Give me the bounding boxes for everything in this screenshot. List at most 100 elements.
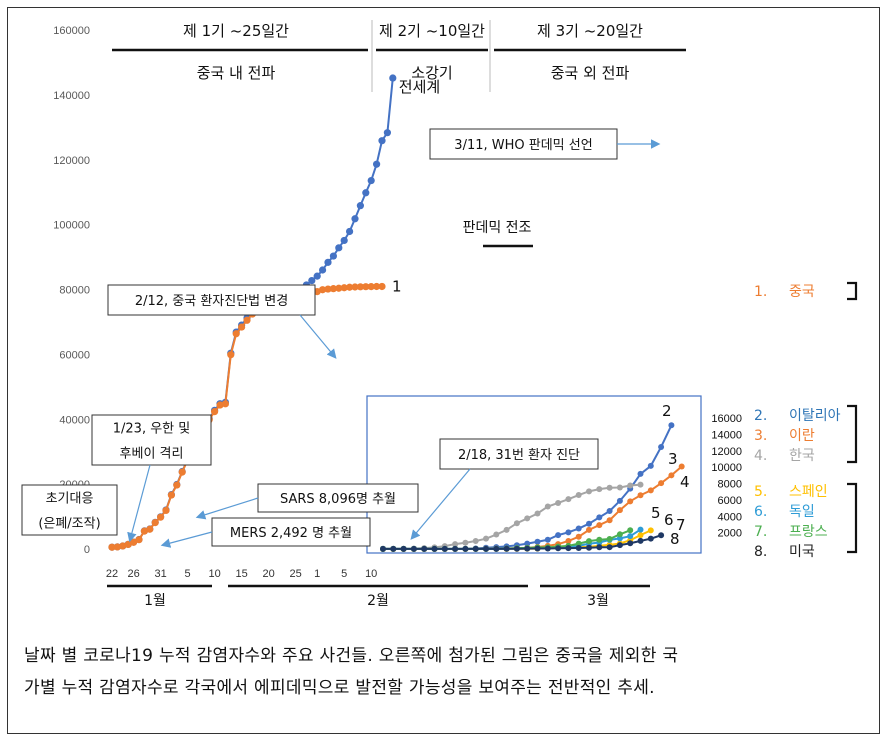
figure-caption: 날짜 별 코로나19 누적 감염자수와 주요 사건들. 오른쪽에 첨가된 그림은… xyxy=(24,640,864,704)
data-point xyxy=(627,527,634,534)
data-point xyxy=(162,506,170,515)
data-point xyxy=(400,545,407,552)
series-label: 4 xyxy=(680,473,690,491)
inset-ytick-label: 10000 xyxy=(711,462,742,474)
month-label: 2월 xyxy=(367,593,389,609)
annotation-patient31-text: 2/18, 31번 환자 진단 xyxy=(458,448,580,463)
data-point xyxy=(606,484,613,491)
data-point xyxy=(637,492,644,499)
annotation-wuhan xyxy=(91,414,212,466)
data-point xyxy=(140,527,148,535)
data-point xyxy=(565,496,572,503)
data-point xyxy=(627,482,634,489)
annotation-mers-text: MERS 2,492 명 추월 xyxy=(230,526,352,541)
data-point xyxy=(421,545,428,552)
annotation-sars-text: SARS 8,096명 추월 xyxy=(280,492,396,507)
data-point xyxy=(173,481,181,489)
data-point xyxy=(668,422,675,429)
data-point xyxy=(367,283,375,291)
caption-line-1: 날짜 별 코로나19 누적 감염자수와 주요 사건들. 오른쪽에 첨가된 그림은… xyxy=(24,646,679,666)
data-point xyxy=(472,538,479,545)
legend-bracket-group2 xyxy=(847,482,858,554)
phase-label: 제 1기 ~25일간 xyxy=(183,22,289,40)
ytick-label: 0 xyxy=(84,544,90,556)
annotation-patient31 xyxy=(439,438,599,470)
data-point xyxy=(227,351,235,359)
inset-ytick-label: 14000 xyxy=(711,429,742,441)
legend-number: 7. xyxy=(754,524,767,540)
annotation-early-response-text: (은폐/조작) xyxy=(38,517,100,532)
data-point xyxy=(493,531,500,538)
data-point xyxy=(637,481,644,488)
data-point xyxy=(658,532,665,539)
phase-label: 제 3기 ~20일간 xyxy=(537,22,643,40)
data-point xyxy=(346,227,354,236)
data-point xyxy=(178,468,186,476)
inset-ytick-label: 12000 xyxy=(711,446,742,458)
data-point xyxy=(637,526,644,533)
data-point xyxy=(616,531,623,538)
xtick-label: 1 xyxy=(314,568,320,580)
data-point xyxy=(555,532,562,539)
pandemic-omen-label: 판데믹 전조 xyxy=(463,220,532,236)
covid-chart: 0200004000060000800001000001200001400001… xyxy=(21,20,858,609)
legend-number: 8. xyxy=(754,544,767,560)
data-point xyxy=(367,176,375,185)
data-point xyxy=(308,276,316,285)
legend-bracket-group1 xyxy=(847,404,858,464)
xtick-label: 22 xyxy=(106,568,118,580)
xtick-label: 5 xyxy=(341,568,347,580)
data-point xyxy=(329,285,337,293)
data-point xyxy=(596,514,603,521)
data-point xyxy=(340,284,348,292)
data-point xyxy=(216,401,224,409)
data-point xyxy=(678,463,685,470)
legend-name: 이탈리아 xyxy=(789,408,841,424)
ytick-label: 80000 xyxy=(59,285,90,297)
data-point xyxy=(346,283,354,291)
data-point xyxy=(356,283,364,291)
data-point xyxy=(232,330,240,338)
data-point xyxy=(378,282,386,291)
ytick-label: 40000 xyxy=(59,414,90,426)
data-point xyxy=(441,545,448,552)
data-point xyxy=(586,520,592,527)
annotation-who-text: 3/11, WHO 판데믹 선언 xyxy=(454,138,592,153)
data-point xyxy=(575,533,582,540)
inset-ytick-label: 4000 xyxy=(718,511,742,523)
data-point xyxy=(151,518,159,527)
data-point xyxy=(378,137,386,145)
data-point xyxy=(647,462,654,469)
data-point xyxy=(362,283,370,291)
annotation-early-response xyxy=(21,484,118,536)
data-point xyxy=(362,189,370,197)
ytick-label: 160000 xyxy=(53,25,90,37)
data-point xyxy=(596,522,603,529)
annotation-arrow xyxy=(195,497,259,520)
inset-ytick-label: 6000 xyxy=(718,495,742,507)
data-point xyxy=(167,491,175,499)
data-point xyxy=(329,252,337,260)
annotation-arrow xyxy=(127,464,151,543)
data-point xyxy=(658,480,665,487)
data-point xyxy=(616,542,623,549)
data-point xyxy=(637,537,644,544)
xtick-label: 10 xyxy=(365,568,377,580)
data-point xyxy=(319,286,327,294)
data-point xyxy=(462,545,469,552)
data-point xyxy=(647,535,654,542)
data-point xyxy=(616,507,623,514)
annotation-china-change-text: 2/12, 중국 환자진단법 변경 xyxy=(135,294,288,309)
inset-ytick-label: 16000 xyxy=(711,413,742,425)
data-point xyxy=(157,513,165,521)
data-point xyxy=(534,538,541,545)
annotation-arrow xyxy=(410,468,471,540)
data-point xyxy=(483,535,489,542)
series-line xyxy=(383,534,662,550)
legend-name: 스페인 xyxy=(789,484,828,500)
data-point xyxy=(238,323,246,331)
xtick-label: 5 xyxy=(185,568,191,580)
data-point xyxy=(534,545,541,552)
annotation-wuhan-text: 후베이 격리 xyxy=(120,447,184,462)
ytick-label: 140000 xyxy=(53,90,90,102)
